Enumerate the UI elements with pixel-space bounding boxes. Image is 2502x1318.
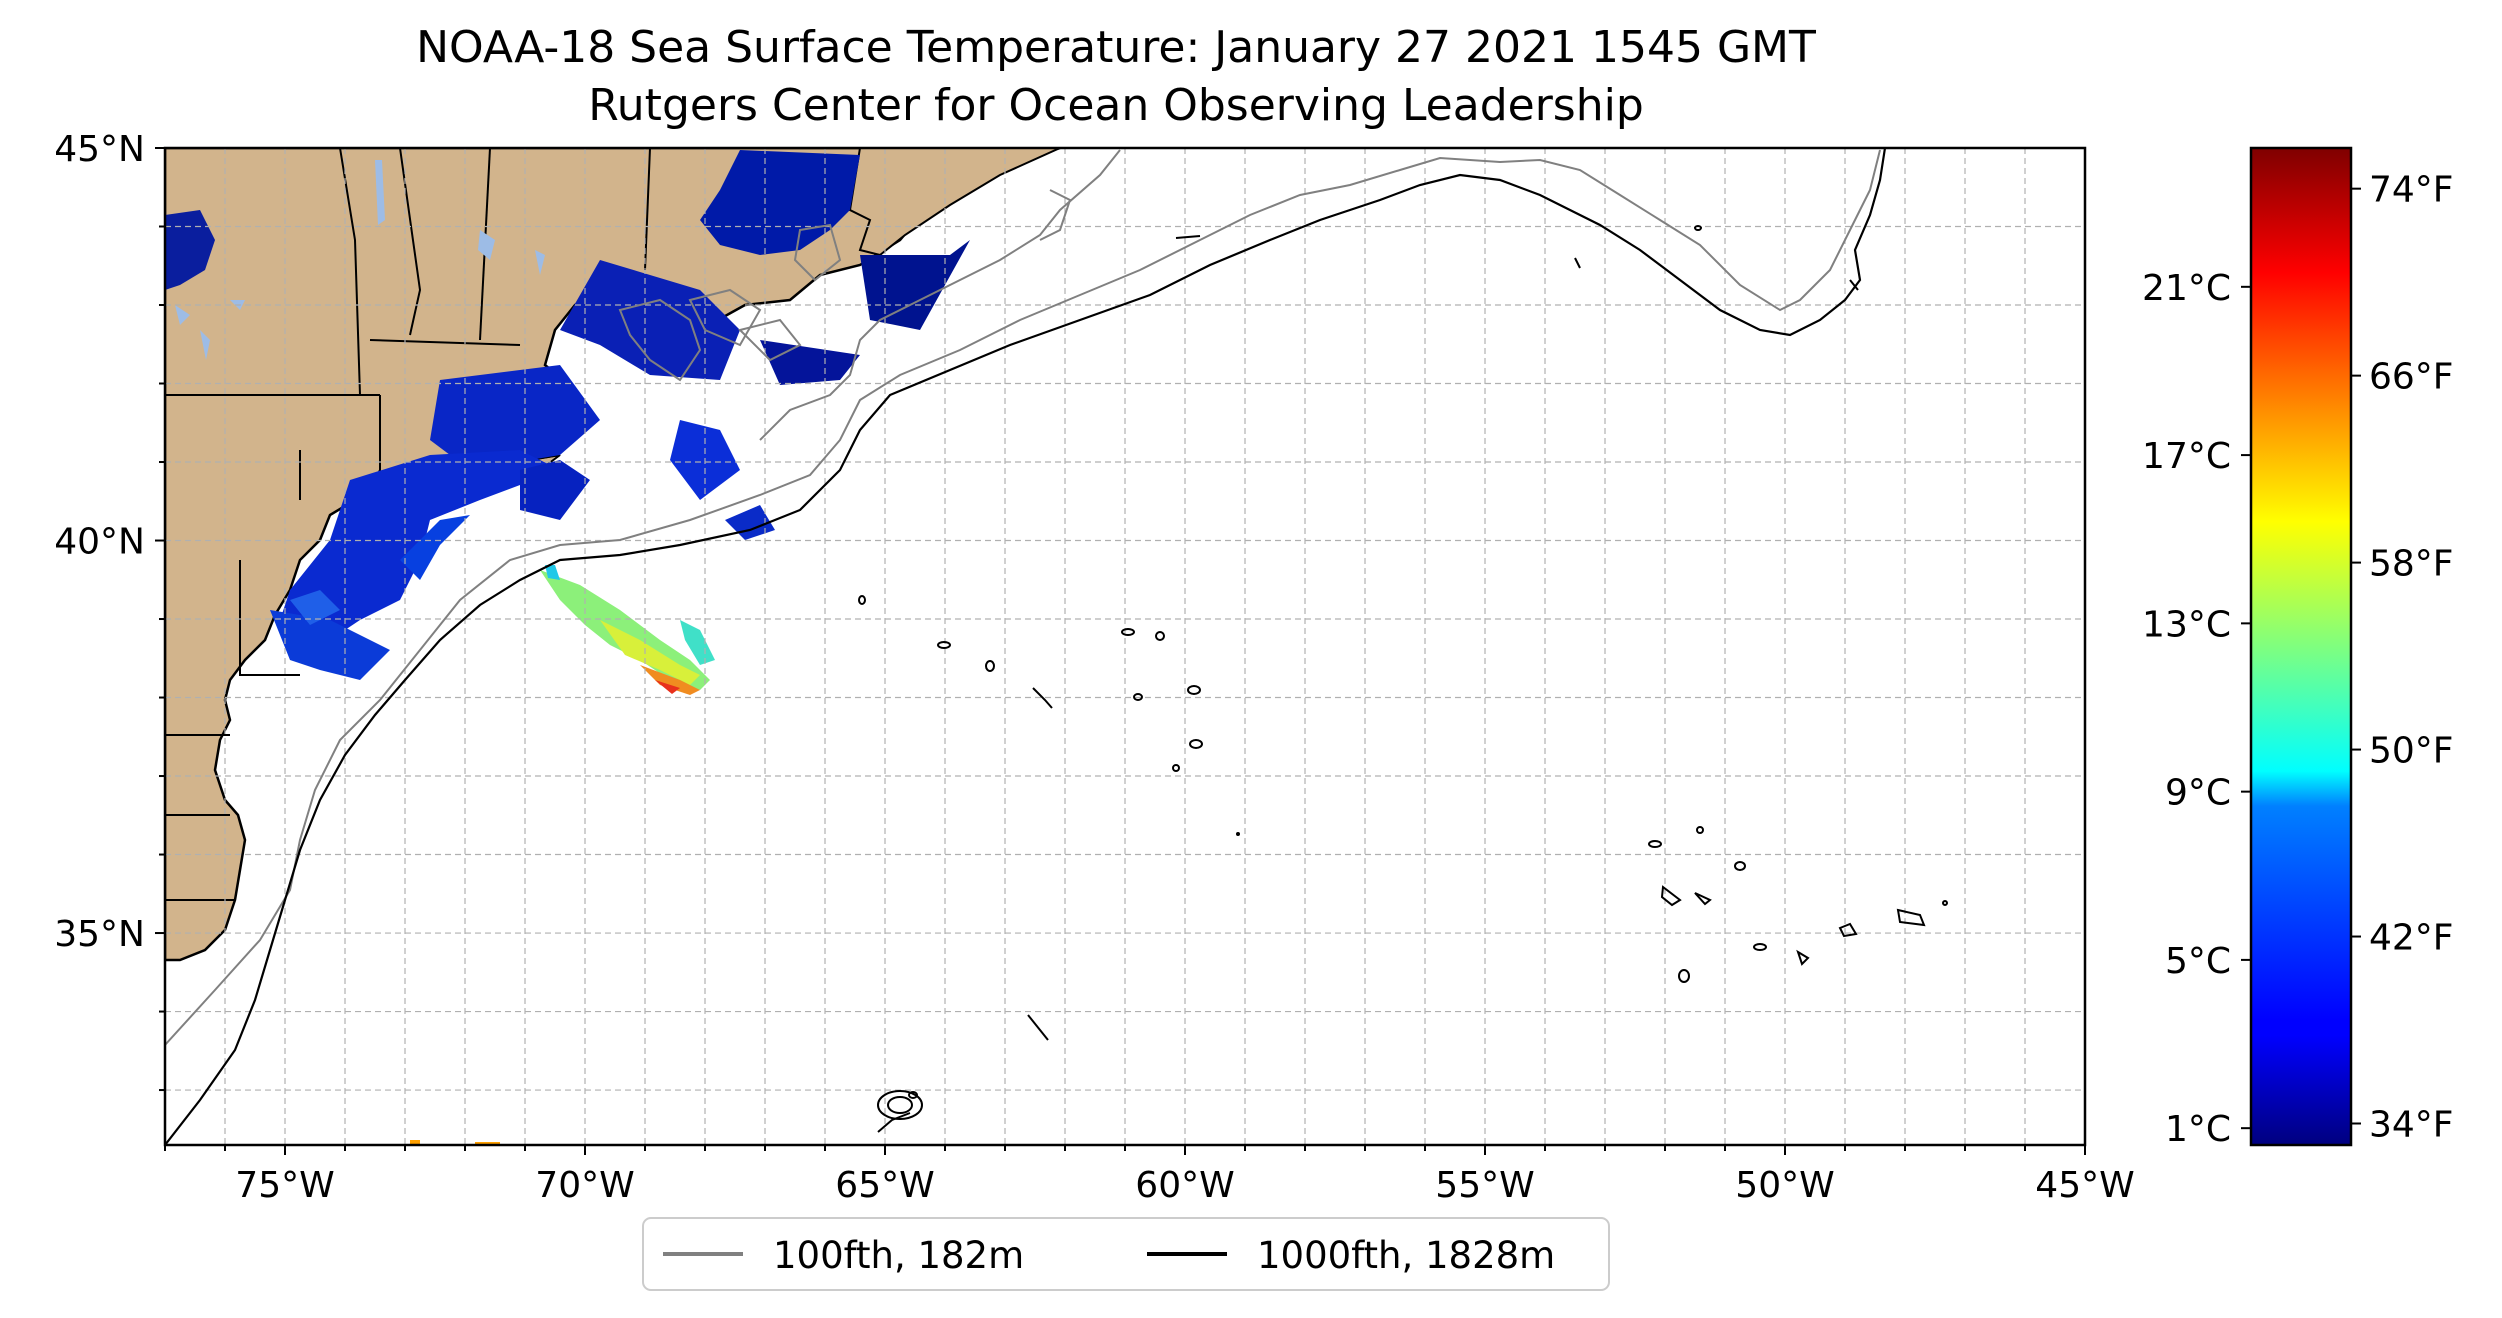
colorbar-fahrenheit-labels: 34°F 42°F 50°F 58°F 66°F 74°F — [2351, 170, 2454, 1145]
map-panel — [165, 148, 2085, 1145]
inland-lakes — [175, 160, 545, 360]
lat-tick-label: 40°N — [54, 522, 145, 563]
lat-tick-label: 35°N — [54, 914, 145, 955]
lon-tick-label: 55°W — [1435, 1165, 1534, 1206]
lon-tick-label: 70°W — [535, 1165, 634, 1206]
longitude-axis: 75°W 70°W 65°W 60°W 55°W 50°W 45°W — [164, 1145, 2135, 1206]
colorbar-fahrenheit-label: 50°F — [2369, 731, 2454, 772]
colorbar-celsius-label: 13°C — [2142, 604, 2231, 645]
lat-tick-label: 45°N — [54, 129, 145, 170]
colorbar-celsius-labels: 1°C 5°C 9°C 13°C 17°C 21°C — [2142, 268, 2251, 1150]
colorbar-fahrenheit-label: 42°F — [2369, 918, 2454, 959]
map-title-line1: NOAA-18 Sea Surface Temperature: January… — [416, 22, 1816, 73]
legend-label-100fth: 100fth, 182m — [773, 1234, 1024, 1277]
isobath-100fth — [165, 149, 1881, 1046]
sst-warm-eddy — [410, 565, 715, 1145]
colorbar-celsius-label: 9°C — [2165, 773, 2231, 814]
lon-tick-label: 65°W — [835, 1165, 934, 1206]
lon-tick-label: 50°W — [1735, 1165, 1834, 1206]
land-nova-scotia — [848, 148, 1061, 257]
isobath-100fth-gulf-of-maine — [618, 149, 1121, 441]
colorbar-celsius-label: 17°C — [2142, 436, 2231, 477]
legend-box — [642, 1217, 1610, 1291]
colorbar-fahrenheit-label: 58°F — [2369, 544, 2454, 585]
legend-label-1000fth: 1000fth, 1828m — [1257, 1234, 1555, 1277]
colorbar-gradient — [2249, 146, 2353, 1147]
lon-tick-label: 45°W — [2035, 1165, 2134, 1206]
isobath-1000fth — [165, 148, 1887, 1145]
isobath-legend: 100fth, 182m 1000fth, 1828m — [642, 1217, 1610, 1291]
colorbar-celsius-label: 1°C — [2165, 1109, 2231, 1150]
colorbar-fahrenheit-label: 34°F — [2369, 1104, 2454, 1145]
sst-colorbar: 1°C 5°C 9°C 13°C 17°C 21°C 34°F 42°F 50°F 58°F 66… — [2142, 146, 2454, 1150]
colorbar-celsius-label: 5°C — [2165, 941, 2231, 982]
colorbar-fahrenheit-label: 74°F — [2369, 170, 2454, 211]
lon-tick-label: 75°W — [235, 1165, 334, 1206]
map-gridlines — [165, 148, 2085, 1145]
map-title-line2: Rutgers Center for Ocean Observing Leade… — [588, 80, 1644, 131]
seamount-contours — [858, 225, 1948, 1133]
latitude-axis: 45°N 40°N 35°N — [54, 129, 165, 1092]
lon-tick-label: 60°W — [1135, 1165, 1234, 1206]
colorbar-celsius-label: 21°C — [2142, 268, 2231, 309]
colorbar-fahrenheit-label: 66°F — [2369, 357, 2454, 398]
